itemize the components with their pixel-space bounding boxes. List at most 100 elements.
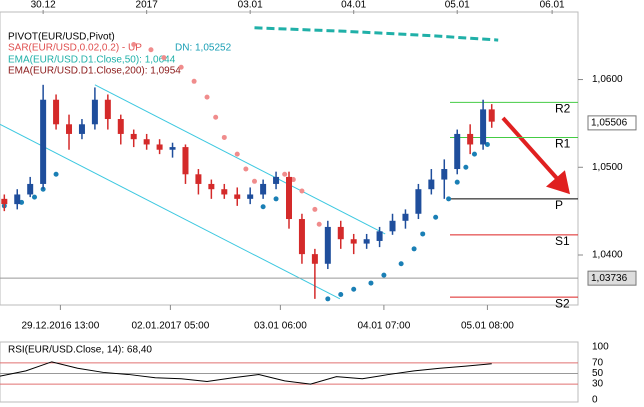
candle-body — [454, 133, 461, 170]
pivot-label: R2 — [555, 102, 571, 116]
sar-dot — [338, 291, 344, 297]
sar-dot — [282, 171, 288, 177]
x-tick-label: 03.01 06:00 — [254, 321, 307, 332]
sar-dot — [161, 55, 167, 61]
candle-body — [66, 124, 73, 134]
pivot-label: S1 — [555, 234, 570, 248]
candle-body — [91, 99, 98, 125]
candle-body — [298, 219, 305, 255]
sar-dot — [191, 78, 197, 84]
x-top-tick-label: 05.01 — [445, 0, 470, 11]
candle-body — [117, 119, 124, 134]
x-top-tick-label: 2017 — [136, 0, 159, 11]
y-tick-label: 1,0600 — [592, 74, 623, 85]
sar-dot — [381, 272, 387, 278]
candle-body — [221, 189, 228, 195]
price-label-box — [587, 115, 637, 131]
candle-body — [286, 176, 292, 220]
rsi-tick-label: 100 — [592, 342, 609, 353]
candle-body — [156, 144, 163, 150]
candle-body — [311, 254, 318, 264]
ema-line — [254, 26, 499, 42]
legend-sar-dn: DN: 1,05252 — [175, 43, 232, 54]
rsi-line — [0, 361, 492, 385]
legend-sar: SAR(EUR/USD,0.02,0.2) - UP — [8, 43, 142, 54]
pivot-label: P — [555, 198, 563, 212]
candle-body — [78, 124, 85, 134]
annotation-arrow — [501, 116, 564, 186]
candle-body — [14, 194, 21, 205]
x-top-tick-label: 03.01 — [238, 0, 263, 11]
sar-dot — [19, 199, 25, 205]
candle-body — [40, 99, 47, 184]
sar-dot — [251, 178, 257, 184]
sar-dot — [290, 177, 296, 183]
legend-ema200: EMA(EUR/USD.D1.Close,200): 1,0954 — [8, 66, 181, 77]
candle-body — [428, 179, 435, 190]
plot-frame — [0, 11, 579, 306]
x-tick-label: 02.01.2017 05:00 — [131, 321, 209, 332]
sar-dot — [411, 246, 417, 252]
candle-body — [350, 239, 357, 244]
rsi-tick-label: 70 — [592, 358, 604, 369]
channel-line — [0, 123, 341, 300]
candle-body — [389, 220, 396, 232]
candle-body — [273, 176, 280, 184]
sar-dot — [53, 171, 59, 177]
y-tick-label: 1,0500 — [592, 162, 623, 173]
sar-dot — [148, 47, 154, 53]
candle-body — [363, 239, 370, 244]
candle-body — [182, 147, 189, 175]
candle-body — [247, 194, 254, 199]
pivot-label: S2 — [555, 296, 570, 310]
rsi-tick-label: 30 — [592, 379, 604, 390]
sar-dot — [471, 151, 477, 157]
legend-ema50: EMA(EUR/USD.D1.Close,50): 1,0644 — [8, 55, 176, 66]
sar-dot — [299, 188, 305, 194]
sar-dot — [398, 261, 404, 267]
sar-dot — [243, 166, 249, 172]
sar-dot — [463, 164, 469, 170]
candle-body — [376, 231, 383, 241]
sar-dot — [234, 151, 240, 157]
candle-body — [488, 109, 495, 122]
candle-body — [337, 226, 344, 240]
sar-dot — [325, 296, 331, 302]
sar-dot — [368, 280, 374, 286]
candle-body — [324, 226, 331, 264]
x-top-tick-label: 30.12 — [31, 0, 56, 11]
x-tick-label: 05.01 08:00 — [461, 321, 514, 332]
rsi-frame — [0, 341, 579, 403]
x-top-tick-label: 06.01 — [540, 0, 565, 11]
candle-body — [441, 169, 448, 180]
candle-body — [234, 194, 241, 199]
sar-dot — [446, 196, 452, 202]
candle-body — [208, 183, 215, 190]
sar-dot — [351, 286, 357, 292]
x-top-tick-label: 04.01 — [341, 0, 366, 11]
y-tick-label: 1,0400 — [592, 250, 623, 261]
candle-body — [467, 133, 474, 145]
candle-body — [53, 99, 60, 125]
candle-body — [1, 198, 8, 205]
sar-dot — [213, 114, 219, 120]
price-label: 1,03736 — [591, 273, 628, 284]
sar-dot — [273, 196, 279, 202]
candle-body — [415, 189, 422, 214]
sar-dot — [260, 204, 266, 210]
candle-body — [130, 133, 137, 140]
sar-dot — [316, 221, 322, 227]
channel-line — [94, 84, 386, 235]
price-label: 1,05506 — [591, 118, 628, 129]
sar-dot — [420, 231, 426, 237]
annotation-arrowhead — [545, 170, 570, 195]
sar-dot — [484, 141, 490, 147]
x-tick-label: 29.12.2016 13:00 — [21, 321, 99, 332]
candle-body — [480, 109, 487, 145]
candle-body — [195, 174, 202, 184]
rsi-title: RSI(EUR/USD.Close, 14): 68,40 — [8, 345, 152, 356]
candle-body — [260, 183, 267, 195]
sar-dot — [312, 206, 318, 212]
